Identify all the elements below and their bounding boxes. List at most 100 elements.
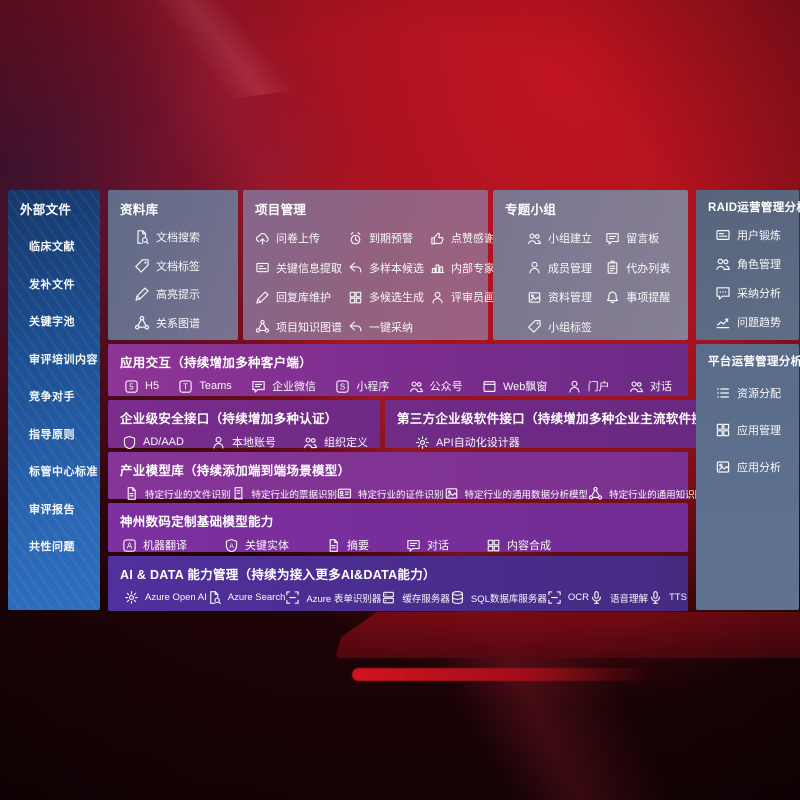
groups-title: 专题小组 — [505, 203, 557, 217]
user-card-icon — [715, 227, 731, 243]
project-management-panel: 项目管理 问卷上传 到期预警 点赞感谢 关键信息提取 多样本候选 内部专家排名 回复库维护多… — [243, 190, 517, 340]
external-file-item: 竞争对手 — [29, 388, 88, 404]
top-row: 资料库 文档搜索文档标签高亮提示关系图谱文档分类 项目管理 问卷上传到期预警点赞… — [108, 190, 688, 358]
ai-data-item-label: Azure 表单识别器 — [306, 593, 382, 605]
platform-item-label: 应用分析 — [737, 462, 781, 474]
platform-item: 应用管理 — [715, 422, 787, 438]
dialog-icon — [629, 379, 644, 394]
group-item: 小组标签 — [527, 319, 601, 335]
certificate-recognize-icon — [337, 486, 352, 501]
ocr-icon — [547, 590, 562, 605]
raid-item-label: 用户锻炼 — [737, 230, 781, 242]
member-manage-icon — [527, 260, 542, 275]
client-item-label: Teams — [199, 380, 232, 392]
alarm-icon — [348, 231, 363, 246]
project-item-label: 到期预警 — [369, 233, 413, 245]
project-item-label: 问卷上传 — [276, 233, 320, 245]
project-item: 一键采纳 — [348, 319, 424, 335]
one-click-adopt-icon — [348, 319, 363, 334]
external-file-item-label: 审评报告 — [29, 503, 75, 516]
adopt-analysis-icon — [715, 285, 731, 301]
base-models-title: 神州数码定制基础模型能力 — [120, 515, 274, 529]
project-graph-icon — [255, 319, 270, 334]
platform-item: 应用分析 — [715, 459, 787, 475]
raid-analysis-panel: RAID运营管理分析 用户锻炼 角色管理 采纳分析 问题趋势 — [696, 190, 800, 340]
group-item-label: 代办列表 — [626, 262, 671, 275]
form-recognizer-icon — [285, 590, 300, 605]
security-interface-panel: 企业级安全接口（持续增加多种认证） AD/AAD 本地账号 组织定义 — [108, 400, 380, 450]
client-item: 门户 — [567, 378, 610, 394]
client-item-label: 门户 — [587, 381, 610, 393]
external-file-item-label: 审评培训内容 — [29, 353, 98, 366]
relation-graph-icon — [134, 315, 150, 331]
base-models-items: A 机器翻译 A 关键实体 摘要 对话 内容合成 — [120, 537, 676, 553]
chat-icon — [406, 538, 421, 553]
raid-item: 采纳分析 — [715, 285, 787, 301]
file-recognize-icon — [124, 486, 139, 501]
external-files-panel: 外部文件 临床文献 发补文件 关键字池 审评培训内容 竞争对手 指导原则 标管中心标准 审评报… — [8, 190, 100, 610]
role-manage-icon — [715, 256, 731, 272]
entity-shield-icon: A — [224, 538, 239, 553]
external-file-item-label: 共性问题 — [29, 541, 75, 553]
ai-data-item-label: 缓存服务器 — [402, 593, 450, 605]
app-manage-icon — [715, 422, 731, 438]
auth-item-label: 组织定义 — [323, 437, 368, 449]
client-item: Web飘窗 — [482, 378, 547, 394]
todo-list-icon — [605, 260, 620, 275]
ai-data-item: OCR — [547, 590, 589, 605]
client-item: 5 H5 — [124, 379, 159, 394]
platform-title: 平台运营管理分析 — [708, 356, 800, 368]
library-item-label: 关系图谱 — [156, 317, 200, 330]
external-files-title: 外部文件 — [20, 203, 72, 217]
topic-groups-panel: 专题小组 小组建立 留言板 成员管理 代办列表 资料管理 事项提醒 小组标签 — [493, 190, 688, 340]
openai-icon — [124, 590, 139, 605]
third-party-interface-panel: 第三方企业级软件接口（持续增加多种企业主流软件接口） API自动化设计器 — [384, 400, 742, 450]
ai-data-item-label: TTS — [669, 592, 687, 603]
project-item: 项目知识图谱 — [255, 319, 342, 335]
raid-item-label: 问题趋势 — [737, 317, 781, 329]
client-item: 对话 — [629, 378, 672, 394]
external-file-item: 指导原则 — [29, 426, 88, 442]
group-item-label: 小组标签 — [548, 321, 592, 334]
raid-item: 角色管理 — [715, 256, 787, 272]
group-item-label: 事项提醒 — [626, 292, 671, 304]
raid-item-label: 角色管理 — [737, 259, 781, 271]
third-party-title: 第三方企业级软件接口（持续增加多种企业主流软件接口） — [396, 412, 730, 426]
industry-model-item-label: 特定行业的通用知识图谱模型 — [609, 489, 733, 501]
client-item-label: Web飘窗 — [502, 381, 548, 393]
ai-data-item: 缓存服务器 — [381, 590, 450, 605]
background-red-streak — [352, 668, 652, 681]
industry-model-item-label: 特定行业的文件识别 — [145, 489, 231, 501]
project-item: 多候选生成 — [348, 289, 424, 305]
svg-text:A: A — [229, 542, 234, 549]
ai-data-item-label: Azure Open AI — [145, 592, 207, 603]
client-item: 公众号 — [409, 378, 463, 394]
client-item-label: 小程序 — [356, 381, 390, 393]
interaction-title: 应用交互（持续增加多种客户端） — [120, 356, 313, 370]
wechat-work-icon — [251, 379, 266, 394]
project-item: 关键信息提取 — [255, 260, 342, 276]
official-account-icon — [409, 379, 424, 394]
background-red-slab — [335, 612, 800, 658]
external-file-item-label: 标管中心标准 — [29, 466, 98, 478]
h5-icon: 5 — [124, 379, 139, 394]
third-party-items: API自动化设计器 — [397, 434, 730, 450]
industry-model-item: 特定行业的通用数据分析模型 — [444, 486, 588, 501]
capability-map-diagram: 外部文件 临床文献 发补文件 关键字池 审评培训内容 竞争对手 指导原则 标管中心标准 审评报… — [8, 190, 800, 611]
client-item-label: 企业微信 — [272, 381, 317, 393]
platform-item: 资源分配 — [715, 385, 787, 401]
industry-models-row: 产业模型库（持续添加端到端场景模型） 特定行业的文件识别 特定行业的票据识别 特定行… — [108, 452, 733, 501]
group-item-label: 资料管理 — [548, 292, 592, 304]
teams-icon: T — [178, 379, 193, 394]
group-item: 留言板 — [605, 230, 676, 246]
external-file-item: 关键字池 — [29, 313, 88, 329]
auth-item: 组织定义 — [303, 434, 368, 450]
project-item: 点赞感谢 — [430, 230, 517, 246]
auth-item: 本地账号 — [211, 434, 276, 450]
sql-db-icon — [450, 590, 465, 605]
group-item: 资料管理 — [527, 289, 601, 305]
translate-icon: A — [122, 538, 137, 553]
base-model-item-label: 对话 — [427, 540, 449, 552]
ai-data-item-label: 语音理解 — [609, 593, 648, 605]
ai-data-item-label: Azure Search — [227, 592, 286, 603]
